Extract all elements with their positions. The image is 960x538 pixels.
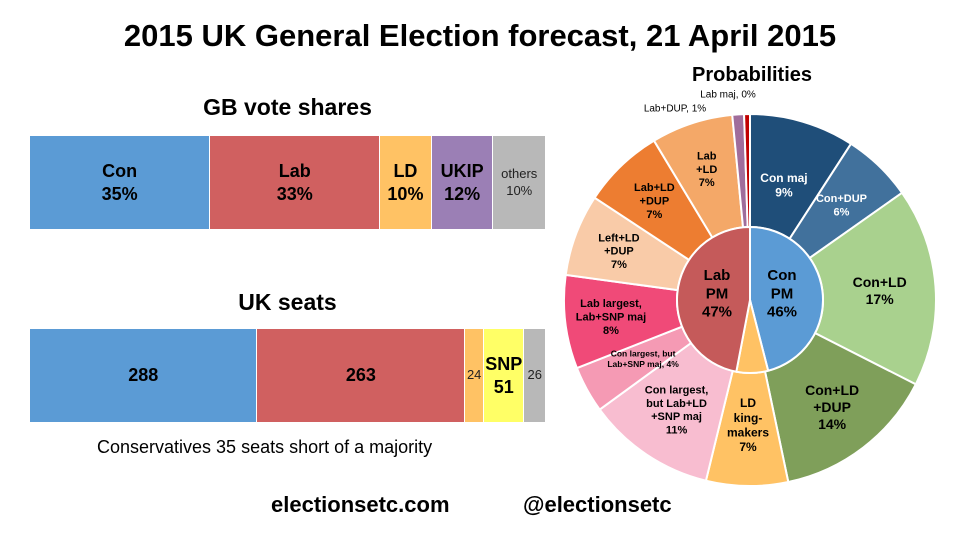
inner-slice-0: [749, 225, 824, 372]
segment-label: 33%: [276, 183, 313, 204]
outer-slice-label: Con maj 9%: [760, 171, 807, 200]
vote-bar-segment-3: UKIP 12%: [431, 136, 494, 229]
seat-bar-segment-4: 26: [524, 329, 545, 422]
segment-name: LD: [393, 161, 418, 181]
outer-slice-label: Lab +LD 7%: [696, 150, 717, 189]
outer-slice-label: LD king-makers 7%: [727, 396, 769, 454]
footer-handle: @electionsetc: [523, 492, 672, 517]
seat-bar-segment-0: 288: [30, 329, 258, 422]
segment-label: 12%: [444, 183, 481, 204]
outer-slice-label: Con+DUP 6%: [816, 193, 867, 218]
outer-slice-label: Lab largest, Lab+SNP maj 8%: [576, 298, 646, 337]
segment-label: 288: [128, 365, 159, 386]
segment-label: 10%: [506, 182, 533, 198]
vote-bar-segment-4: others 10%: [493, 136, 545, 229]
outer-slice-label: Lab+LD +DUP 7%: [634, 182, 675, 221]
outer-slice-label: Con+LD +DUP 14%: [805, 382, 859, 432]
seats-title: UK seats: [238, 289, 337, 315]
vote-bar-segment-0: Con 35%: [30, 136, 211, 229]
footer-site: electionsetc.com: [271, 492, 450, 517]
outer-slice-label: Con largest, but Lab+SNP maj, 4%: [607, 349, 679, 369]
segment-label: 51: [493, 376, 514, 397]
segment-label: 10%: [387, 183, 424, 204]
vote-bar-segment-2: LD 10%: [380, 136, 432, 229]
segment-label: 263: [345, 365, 376, 386]
probabilities-title: Probabilities: [692, 64, 812, 86]
vote-shares-title: GB vote shares: [203, 94, 372, 120]
inner-slice-2: [676, 225, 751, 373]
page-title: 2015 UK General Election forecast, 21 Ap…: [123, 18, 837, 53]
segment-label: 26: [527, 367, 542, 383]
outer-slice-label: Con+LD 17%: [853, 274, 907, 307]
segment-label: 35%: [101, 183, 138, 204]
segment-name: SNP: [485, 354, 523, 374]
seat-bar-segment-2: 24: [465, 329, 485, 422]
outer-slice-label: Lab maj, 0%: [700, 90, 756, 101]
vote-bar-segment-1: Lab 33%: [210, 136, 381, 229]
inner-slice-label: Con PM 46%: [767, 267, 797, 321]
outer-slice-label: Con largest, but Lab+LD +SNP maj 11%: [645, 384, 709, 436]
outer-slice-label: Lab+DUP, 1%: [644, 104, 706, 115]
outer-slice-label: Left+LD +DUP 7%: [598, 232, 639, 271]
segment-name: Lab: [278, 161, 311, 181]
seat-bar-segment-3: SNP 51: [484, 329, 525, 422]
segment-name: UKIP: [440, 161, 484, 181]
vote-shares-bar: Con 35% Lab 33% LD 10% UKIP 12% others 10%: [30, 136, 545, 229]
seats-bar: 288 263 24 SNP 51 26: [30, 329, 545, 422]
segment-name: Con: [102, 161, 138, 181]
segment-name: others: [501, 166, 538, 182]
seat-bar-segment-1: 263: [257, 329, 466, 422]
segment-label: 24: [466, 367, 482, 383]
inner-slice-label: Lab PM 47%: [702, 267, 732, 321]
seats-note: Conservatives 35 seats short of a majori…: [97, 437, 433, 457]
